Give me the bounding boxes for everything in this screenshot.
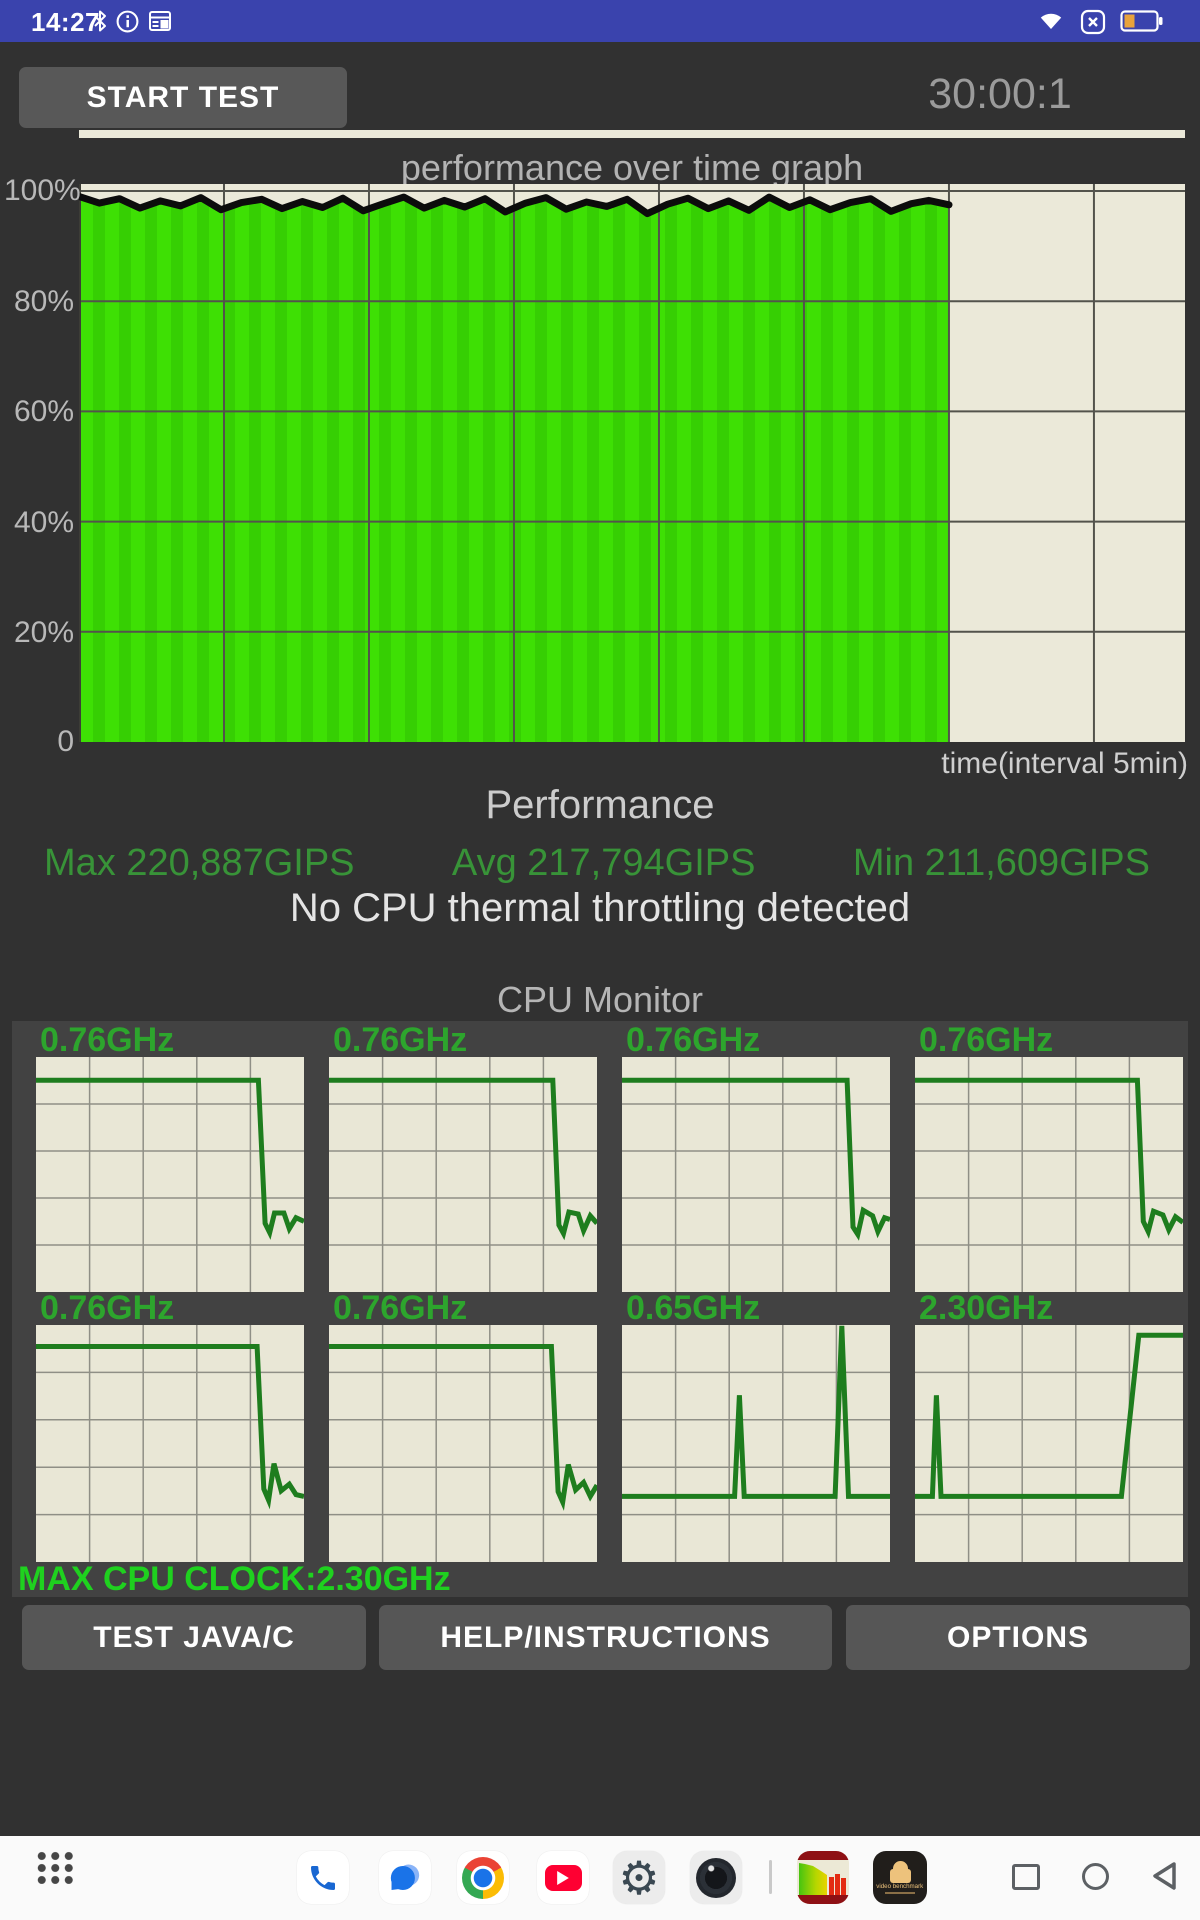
battery-level-fill (1124, 14, 1135, 28)
video-benchmark-label: video benchmark (876, 1883, 924, 1890)
core-clock-label: 2.30GHz (919, 1289, 1054, 1327)
bluetooth-icon (94, 10, 106, 32)
cpu-core-chart (622, 1057, 890, 1292)
gear-icon: ⚙ (618, 1850, 660, 1905)
android-dock: ⚙ video benchmark (0, 1836, 1200, 1920)
wifi-icon (1040, 13, 1062, 32)
cpu-monitor-heading: CPU Monitor (496, 979, 704, 1020)
nav-overview-button[interactable] (1012, 1864, 1040, 1890)
battery-icon (1120, 10, 1163, 32)
core-clock-label: 0.76GHz (40, 1021, 175, 1059)
core-clock-label: 0.76GHz (919, 1021, 1054, 1059)
messages-app-icon[interactable] (379, 1851, 431, 1904)
video-benchmark-app-icon[interactable]: video benchmark (873, 1851, 927, 1904)
performance-stats-row: Max 220,887GIPS Avg 217,794GIPS Min 211,… (44, 842, 1150, 885)
phone-icon (311, 1865, 335, 1890)
stat-min: Min 211,609GIPS (852, 842, 1150, 884)
help-instructions-button[interactable]: HELP/INSTRUCTIONS (379, 1605, 832, 1670)
core-clock-label: 0.76GHz (626, 1021, 761, 1059)
throttle-status: No CPU thermal throttling detected (289, 886, 911, 930)
stat-max: Max 220,887GIPS (44, 842, 355, 884)
camera-lens-icon (696, 1857, 736, 1898)
video-benchmark-icon (892, 1861, 908, 1869)
cpu-core-chart (622, 1325, 890, 1562)
cpu-monitor-panel: 0.76GHz 0.76GHz 0.76GHz 0.76GHz 0.76GHz 0.76G… (12, 1021, 1188, 1597)
status-bar: 14:27 (0, 0, 1200, 42)
settings-app-icon[interactable]: ⚙ (613, 1851, 665, 1904)
countdown-timer: 30:00:1 (928, 70, 1072, 118)
core-clock-label: 0.65GHz (626, 1289, 761, 1327)
y-tick-label: 20% (13, 615, 74, 649)
start-test-button[interactable]: START TEST (19, 67, 347, 128)
chat-bubble-icon (390, 1864, 420, 1890)
y-tick-label: 100% (4, 174, 81, 207)
core-clock-label: 0.76GHz (40, 1289, 175, 1327)
youtube-app-icon[interactable] (537, 1851, 589, 1904)
performance-heading: Performance (485, 783, 715, 827)
cpu-core-chart (36, 1057, 304, 1292)
performance-graph-title: performance over time graph (400, 147, 864, 188)
y-tick-label: 60% (13, 395, 74, 428)
chrome-app-icon[interactable] (457, 1851, 509, 1904)
calendar-icon (149, 11, 171, 31)
info-icon (116, 10, 139, 33)
cpu-core-chart (915, 1325, 1183, 1562)
cpu-core-chart (915, 1057, 1183, 1292)
y-tick-label: 80% (13, 284, 74, 318)
dock-divider (769, 1860, 772, 1894)
status-clock: 14:27 (31, 7, 100, 37)
cpu-core-chart (329, 1325, 597, 1562)
x-axis-caption: time(interval 5min) (941, 747, 1188, 780)
nav-home-button[interactable] (1082, 1863, 1109, 1890)
options-button[interactable]: OPTIONS (846, 1605, 1190, 1670)
core-clock-label: 0.76GHz (333, 1021, 468, 1059)
phone-app-icon[interactable] (297, 1851, 349, 1904)
sim-missing-icon (1080, 9, 1106, 35)
app-drawer-button[interactable] (35, 1850, 75, 1884)
y-tick-label: 0 (57, 725, 74, 758)
camera-app-icon[interactable] (690, 1851, 742, 1904)
stat-avg: Avg 217,794GIPS (451, 842, 756, 884)
chrome-icon (462, 1856, 504, 1899)
cpu-core-chart (329, 1057, 597, 1292)
nav-back-button[interactable] (1150, 1861, 1180, 1891)
youtube-icon (544, 1864, 582, 1891)
chart-top-sliver (79, 130, 1185, 138)
cpu-core-chart (36, 1325, 304, 1562)
cpu-benchmark-app-icon[interactable] (797, 1851, 849, 1904)
test-java-button[interactable]: TEST JAVA/C (22, 1605, 366, 1670)
core-clock-label: 0.76GHz (333, 1289, 468, 1327)
benchmark-chart-icon (797, 1851, 849, 1904)
max-cpu-clock-label: MAX CPU CLOCK:2.30GHz (18, 1560, 451, 1598)
y-tick-label: 40% (13, 505, 74, 539)
performance-over-time-chart (75, 184, 1185, 742)
